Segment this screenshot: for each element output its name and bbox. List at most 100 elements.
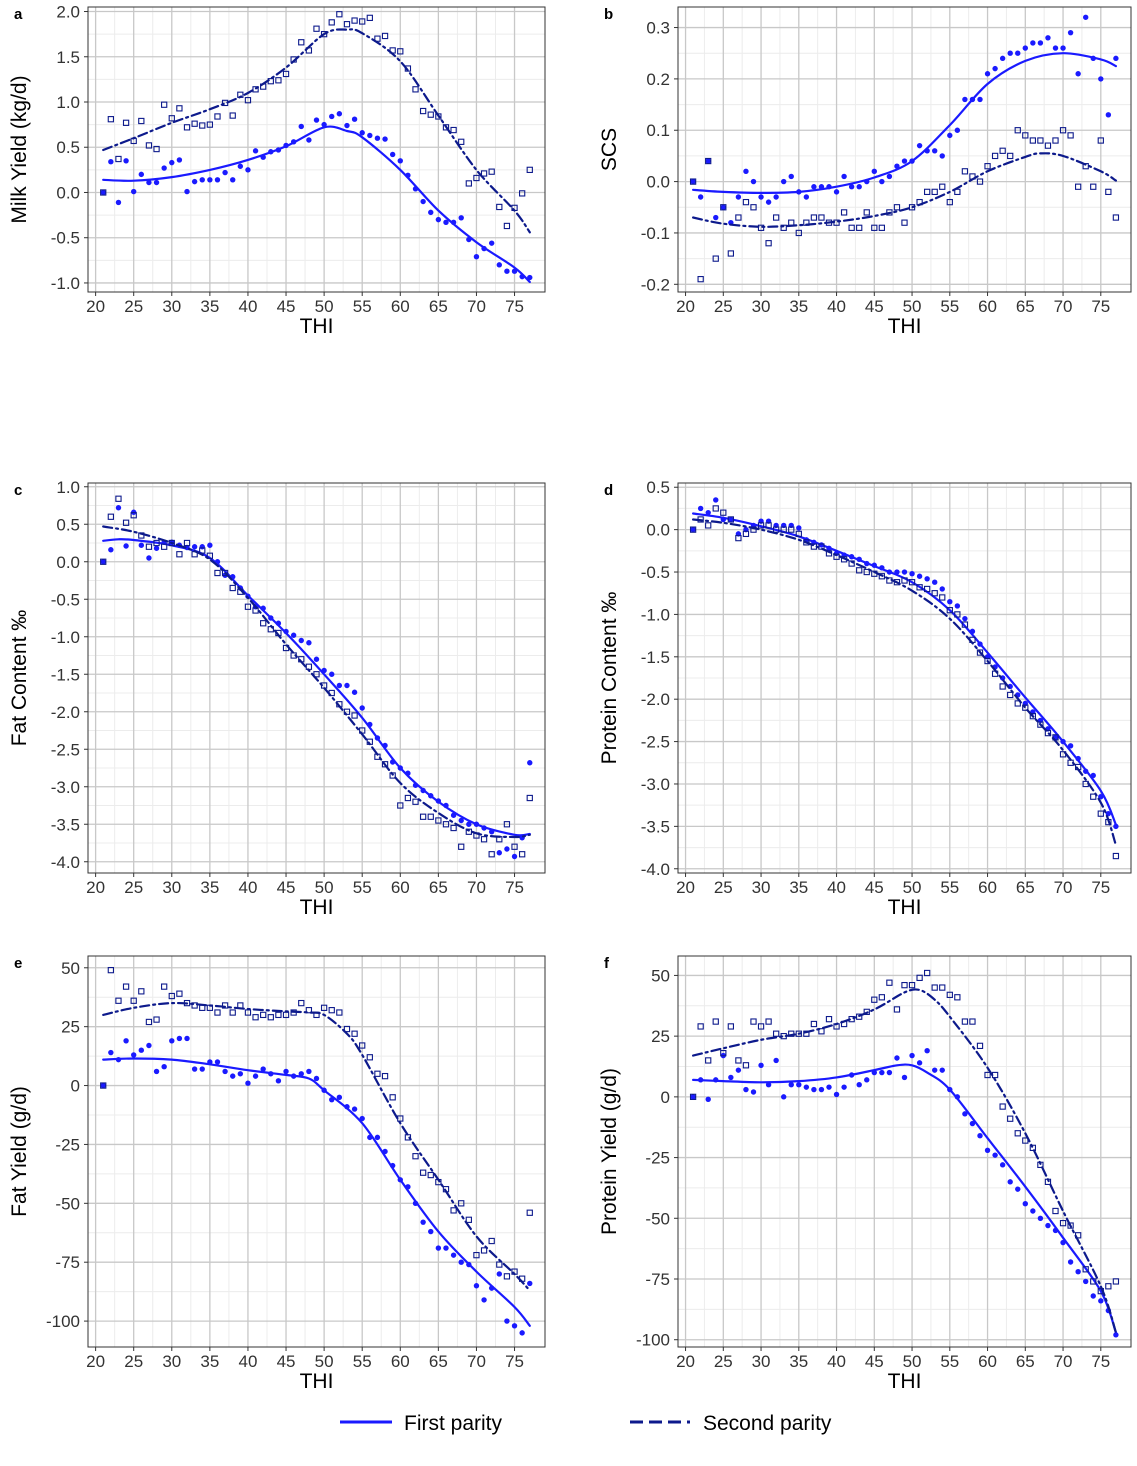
y-tick-label: 0.0 (56, 183, 80, 202)
data-point (244, 97, 252, 104)
data-point (320, 30, 328, 38)
y-tick-label: -4.0 (641, 860, 670, 879)
x-tick-label: 40 (827, 878, 846, 897)
data-point (999, 1162, 1006, 1168)
x-tick-label: 75 (505, 878, 524, 897)
data-point (496, 1271, 502, 1277)
data-point (1015, 1186, 1021, 1192)
data-point (871, 996, 878, 1003)
x-tick-label: 55 (940, 878, 959, 897)
data-point (267, 1014, 274, 1021)
data-point (690, 1094, 696, 1100)
trend-line (692, 518, 1117, 847)
data-point (991, 152, 999, 160)
data-point (1044, 729, 1052, 737)
x-tick-label: 50 (315, 297, 334, 316)
x-tick-label: 20 (676, 297, 695, 316)
data-point (697, 505, 704, 512)
data-point (923, 585, 931, 593)
data-point (336, 682, 343, 689)
y-tick-label: -1.0 (51, 628, 80, 647)
data-point (886, 1069, 893, 1076)
x-tick-label: 35 (200, 878, 219, 897)
data-point (473, 254, 480, 260)
data-point (230, 1073, 236, 1079)
data-point (878, 224, 885, 231)
data-point (757, 522, 765, 529)
data-point (252, 148, 259, 154)
data-point (108, 547, 114, 553)
y-tick-label: -3.0 (641, 775, 670, 794)
data-point (527, 760, 533, 766)
data-point (328, 1007, 335, 1014)
data-point (100, 1082, 106, 1089)
data-point (1097, 810, 1104, 817)
data-point (184, 1035, 190, 1042)
data-point (1022, 1201, 1028, 1207)
y-axis-title: Milk Yield (kg/d) (8, 75, 31, 223)
data-point (183, 124, 191, 131)
x-tick-label: 25 (124, 297, 143, 316)
data-point (916, 584, 923, 591)
data-point (712, 1018, 719, 1025)
data-point (412, 1153, 419, 1160)
data-point (176, 105, 183, 112)
data-point (306, 1068, 312, 1075)
data-point (901, 158, 908, 164)
trend-line (102, 1057, 531, 1327)
data-point (750, 1089, 757, 1095)
data-point (252, 1073, 259, 1079)
data-point (329, 113, 335, 120)
data-point (796, 525, 802, 531)
data-point (458, 817, 464, 824)
data-point (946, 991, 953, 999)
x-tick-label: 65 (1016, 1352, 1035, 1371)
data-point (206, 552, 214, 559)
data-point (298, 123, 304, 130)
data-point (306, 640, 312, 646)
data-point (841, 173, 847, 180)
data-point (100, 558, 107, 565)
x-tick-label: 45 (865, 878, 884, 897)
y-tick-label: 0 (71, 1077, 80, 1096)
y-tick-label: 1.5 (56, 48, 80, 67)
plot-frame (677, 6, 1132, 293)
y-tick-label: 0.5 (646, 478, 670, 497)
y-tick-label: -3.0 (51, 778, 80, 797)
data-point (1022, 45, 1028, 51)
panel-d: 20 25 30 35 40 45 50 55 60 65 70 75 -4.0 -3.5 -3.0 -2.5… (598, 478, 1132, 919)
panel-letter: d (604, 482, 613, 499)
data-point (765, 240, 772, 247)
data-point (1052, 137, 1059, 144)
x-tick-label: 30 (752, 1352, 771, 1371)
data-point (306, 137, 312, 143)
trend-line (102, 28, 531, 234)
data-point (939, 594, 946, 601)
data-point (145, 142, 153, 149)
data-point (153, 179, 160, 186)
data-point (1052, 1207, 1059, 1215)
data-point (382, 136, 388, 142)
data-point (1082, 1266, 1089, 1273)
data-point (992, 1152, 998, 1158)
data-point (689, 178, 697, 185)
x-tick-label: 30 (162, 297, 181, 316)
data-point (366, 1054, 373, 1061)
trend-line (102, 538, 531, 837)
data-point (161, 543, 168, 550)
data-point (1059, 1219, 1067, 1227)
data-point (833, 1091, 840, 1098)
data-point (999, 683, 1006, 690)
data-point (420, 198, 426, 205)
data-point (969, 1018, 976, 1025)
data-point (984, 657, 991, 665)
data-point (908, 579, 916, 586)
data-point (260, 1066, 266, 1072)
y-tick-label: -2.0 (51, 703, 80, 722)
trend-line (102, 525, 531, 839)
data-point (1029, 1144, 1036, 1152)
data-point (359, 18, 366, 25)
x-tick-label: 35 (789, 878, 808, 897)
x-tick-label: 70 (1054, 878, 1073, 897)
data-point (901, 219, 908, 226)
